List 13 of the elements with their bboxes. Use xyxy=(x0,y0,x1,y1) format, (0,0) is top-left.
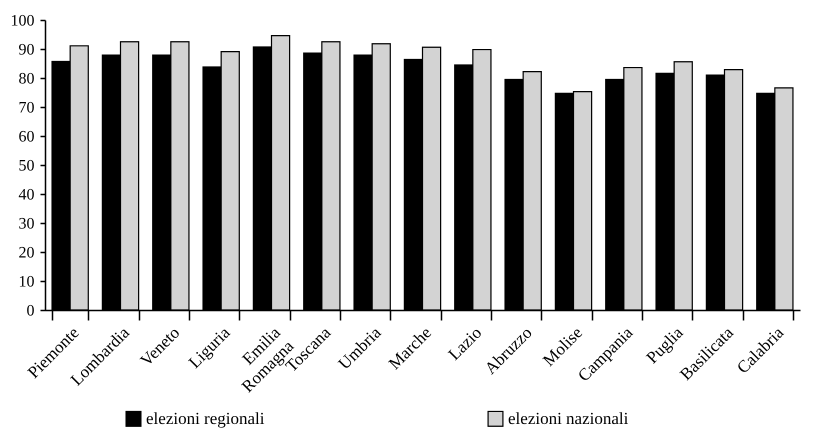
legend-label: elezioni nazionali xyxy=(508,408,629,428)
legend-label: elezioni regionali xyxy=(146,408,265,428)
y-tick-label: 40 xyxy=(18,186,34,204)
y-tick-label: 50 xyxy=(18,158,34,174)
y-tick-label: 10 xyxy=(18,274,34,290)
y-tick-label: 80 xyxy=(18,70,34,88)
y-tick-label: 90 xyxy=(18,42,34,58)
y-tick-label: 70 xyxy=(18,100,34,116)
y-tick-label: 60 xyxy=(18,128,34,146)
y-tick-label: 100 xyxy=(10,12,34,30)
y-tick-label: 20 xyxy=(18,244,34,262)
y-tick-label: 30 xyxy=(18,216,34,232)
y-tick-label: 0 xyxy=(26,302,34,320)
